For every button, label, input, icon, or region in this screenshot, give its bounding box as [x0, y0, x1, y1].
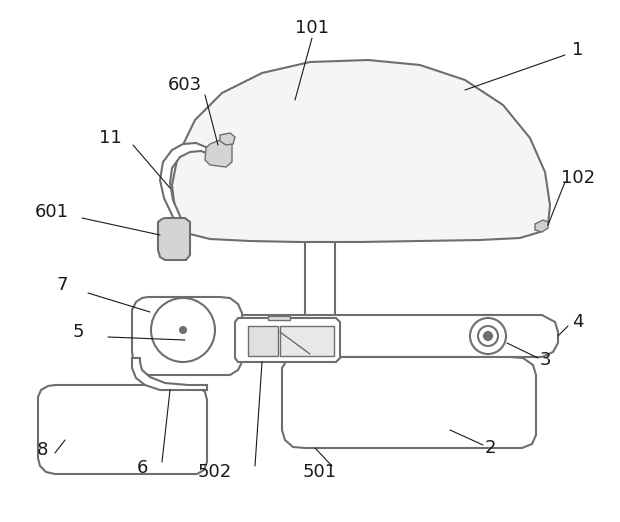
Polygon shape: [205, 138, 232, 167]
Text: 2: 2: [484, 439, 496, 457]
Text: 5: 5: [73, 323, 84, 341]
Text: 8: 8: [37, 441, 48, 459]
Polygon shape: [268, 316, 290, 320]
Text: 101: 101: [295, 19, 329, 37]
Polygon shape: [38, 385, 207, 474]
Polygon shape: [132, 358, 207, 390]
Polygon shape: [220, 133, 235, 145]
Text: 102: 102: [561, 169, 595, 187]
Text: 4: 4: [572, 313, 584, 331]
Polygon shape: [132, 297, 242, 375]
Circle shape: [470, 318, 506, 354]
Text: 11: 11: [99, 129, 122, 147]
Polygon shape: [158, 218, 190, 260]
Text: 7: 7: [56, 276, 68, 294]
Polygon shape: [280, 326, 334, 356]
Text: 6: 6: [136, 459, 148, 477]
Polygon shape: [160, 143, 220, 228]
Polygon shape: [172, 60, 550, 242]
Polygon shape: [282, 357, 536, 448]
Text: 601: 601: [35, 203, 69, 221]
Text: 502: 502: [198, 463, 232, 481]
Circle shape: [151, 298, 215, 362]
Polygon shape: [235, 318, 340, 362]
Text: 3: 3: [539, 351, 551, 369]
Text: 501: 501: [303, 463, 337, 481]
Polygon shape: [195, 315, 558, 357]
Polygon shape: [248, 326, 278, 356]
Circle shape: [180, 327, 186, 333]
Polygon shape: [535, 220, 548, 232]
Text: 1: 1: [572, 41, 583, 59]
Circle shape: [484, 332, 492, 340]
Text: 603: 603: [168, 76, 202, 94]
Circle shape: [478, 326, 498, 346]
